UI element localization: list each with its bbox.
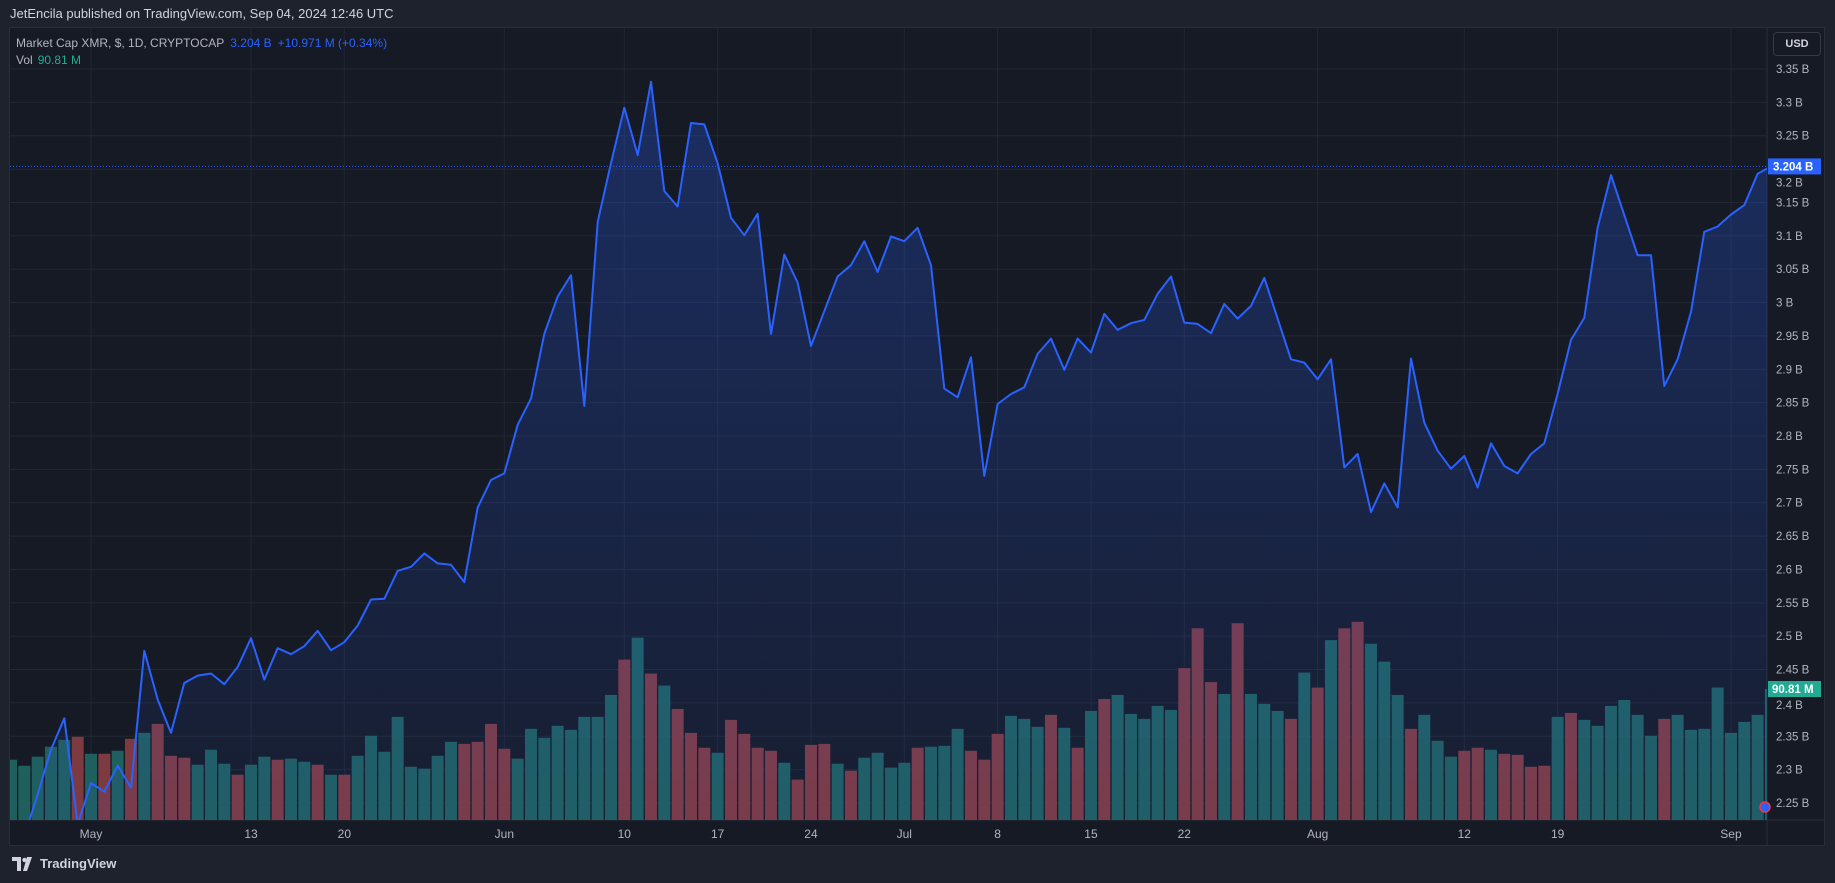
y-tick-label: 2.45 B (1776, 665, 1810, 677)
axis-labels: 3.204 B 90.81 M (10, 158, 1821, 813)
publish-info: JetEncila published on TradingView.com, … (10, 6, 394, 21)
y-tick-label: 2.8 B (1776, 431, 1803, 443)
x-tick-label: Aug (1307, 827, 1328, 841)
tradingview-logo[interactable]: TradingView (12, 856, 116, 871)
y-tick-label: 2.5 B (1776, 631, 1803, 643)
y-tick-label: 2.6 B (1776, 564, 1803, 576)
x-tick-label: 8 (994, 827, 1001, 841)
x-tick-label: 10 (618, 827, 632, 841)
legend-last-value: 3.204 B (230, 36, 272, 50)
y-tick-label: 2.25 B (1776, 798, 1810, 810)
last-price-badge (1768, 158, 1821, 175)
price-axis[interactable]: 3.35 B 3.3 B 3.25 B 3.2 B 3.15 B 3.1 B 3.05 B 3… (1776, 64, 1810, 810)
x-tick-label: 24 (804, 827, 818, 841)
y-tick-label: 3.25 B (1776, 131, 1810, 143)
x-tick-label: 12 (1458, 827, 1472, 841)
x-tick-label: May (80, 827, 103, 841)
y-tick-label: 2.75 B (1776, 464, 1810, 476)
legend-vol-value: 90.81 M (37, 53, 82, 67)
y-tick-label: 3.05 B (1776, 264, 1810, 276)
event-marker-icon[interactable] (1759, 801, 1771, 813)
tradingview-logo-icon (12, 856, 32, 871)
last-volume-badge (1768, 681, 1821, 697)
x-tick-label: 15 (1084, 827, 1098, 841)
y-tick-label: 2.95 B (1776, 331, 1810, 343)
x-tick-label: Jun (495, 827, 514, 841)
x-tick-label: 13 (244, 827, 258, 841)
y-tick-label: 2.65 B (1776, 531, 1810, 543)
last-price-label: 3.204 B (1773, 161, 1813, 173)
price-area (11, 80, 1767, 820)
y-tick-label: 3.35 B (1776, 64, 1810, 76)
legend-change: +10.971 M (+0.34%) (277, 36, 388, 50)
y-tick-label: 2.85 B (1776, 398, 1810, 410)
volume-bar (18, 765, 31, 820)
x-tick-label: Sep (1720, 827, 1742, 841)
x-tick-label: 17 (711, 827, 725, 841)
legend-vol-label[interactable]: Vol (16, 53, 33, 67)
volume-bar (10, 759, 17, 820)
y-tick-label: 2.7 B (1776, 498, 1803, 510)
price-area-fill (11, 81, 1767, 820)
x-tick-label: 22 (1178, 827, 1192, 841)
footer-brand: TradingView (40, 856, 117, 871)
y-tick-label: 2.9 B (1776, 364, 1803, 376)
legend-symbol[interactable]: Market Cap XMR, $, 1D, CRYPTOCAP (16, 36, 225, 50)
y-tick-label: 2.3 B (1776, 765, 1803, 777)
y-tick-label: 3.1 B (1776, 231, 1803, 243)
x-tick-label: 20 (338, 827, 352, 841)
x-tick-label: 19 (1551, 827, 1565, 841)
x-tick-label: Jul (897, 827, 912, 841)
y-tick-label: 3.15 B (1776, 197, 1810, 209)
y-tick-label: 3 B (1776, 298, 1794, 310)
currency-button[interactable]: USD (1773, 32, 1821, 56)
last-volume-label: 90.81 M (1772, 684, 1814, 696)
y-tick-label: 3.2 B (1776, 177, 1803, 189)
time-axis[interactable]: May 13 20 Jun 10 17 24 Jul 8 15 22 Aug 12 19 Sep (80, 827, 1742, 841)
legend: Market Cap XMR, $, 1D, CRYPTOCAP 3.204 B +… (16, 35, 387, 69)
y-tick-label: 2.35 B (1776, 731, 1810, 743)
y-tick-label: 3.3 B (1776, 97, 1803, 109)
y-tick-label: 2.55 B (1776, 598, 1810, 610)
y-tick-label: 2.4 B (1776, 700, 1803, 712)
